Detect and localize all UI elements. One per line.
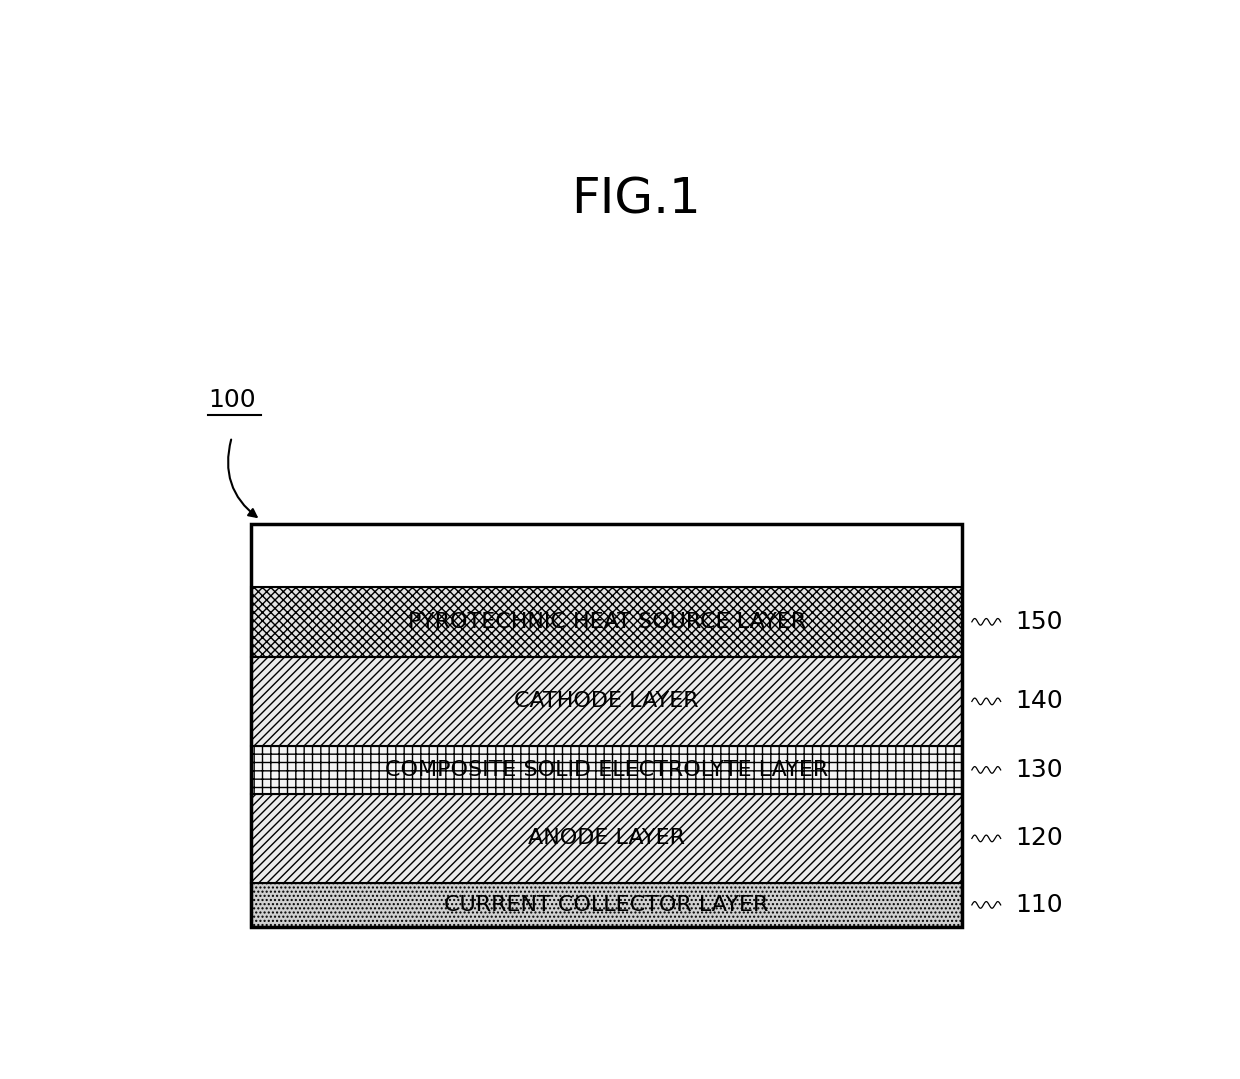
Text: CATHODE LAYER: CATHODE LAYER <box>515 692 699 711</box>
Text: 110: 110 <box>1016 893 1063 917</box>
Bar <box>250 657 962 746</box>
Bar <box>250 746 962 794</box>
Text: 130: 130 <box>1016 757 1063 782</box>
Text: PYROTECHNIC HEAT SOURCE LAYER: PYROTECHNIC HEAT SOURCE LAYER <box>408 612 806 632</box>
Text: COMPOSITE SOLID ELECTROLYTE LAYER: COMPOSITE SOLID ELECTROLYTE LAYER <box>386 760 828 780</box>
Bar <box>250 524 962 927</box>
Bar <box>250 883 962 927</box>
Bar <box>250 794 962 883</box>
Text: 140: 140 <box>1016 689 1063 713</box>
Text: 120: 120 <box>1016 827 1063 850</box>
Text: FIG.1: FIG.1 <box>570 175 701 223</box>
Text: 150: 150 <box>1016 610 1063 633</box>
Bar <box>250 587 962 657</box>
Text: ANODE LAYER: ANODE LAYER <box>528 829 686 848</box>
Text: 100: 100 <box>208 388 255 412</box>
Text: CURRENT COLLECTOR LAYER: CURRENT COLLECTOR LAYER <box>444 894 769 915</box>
